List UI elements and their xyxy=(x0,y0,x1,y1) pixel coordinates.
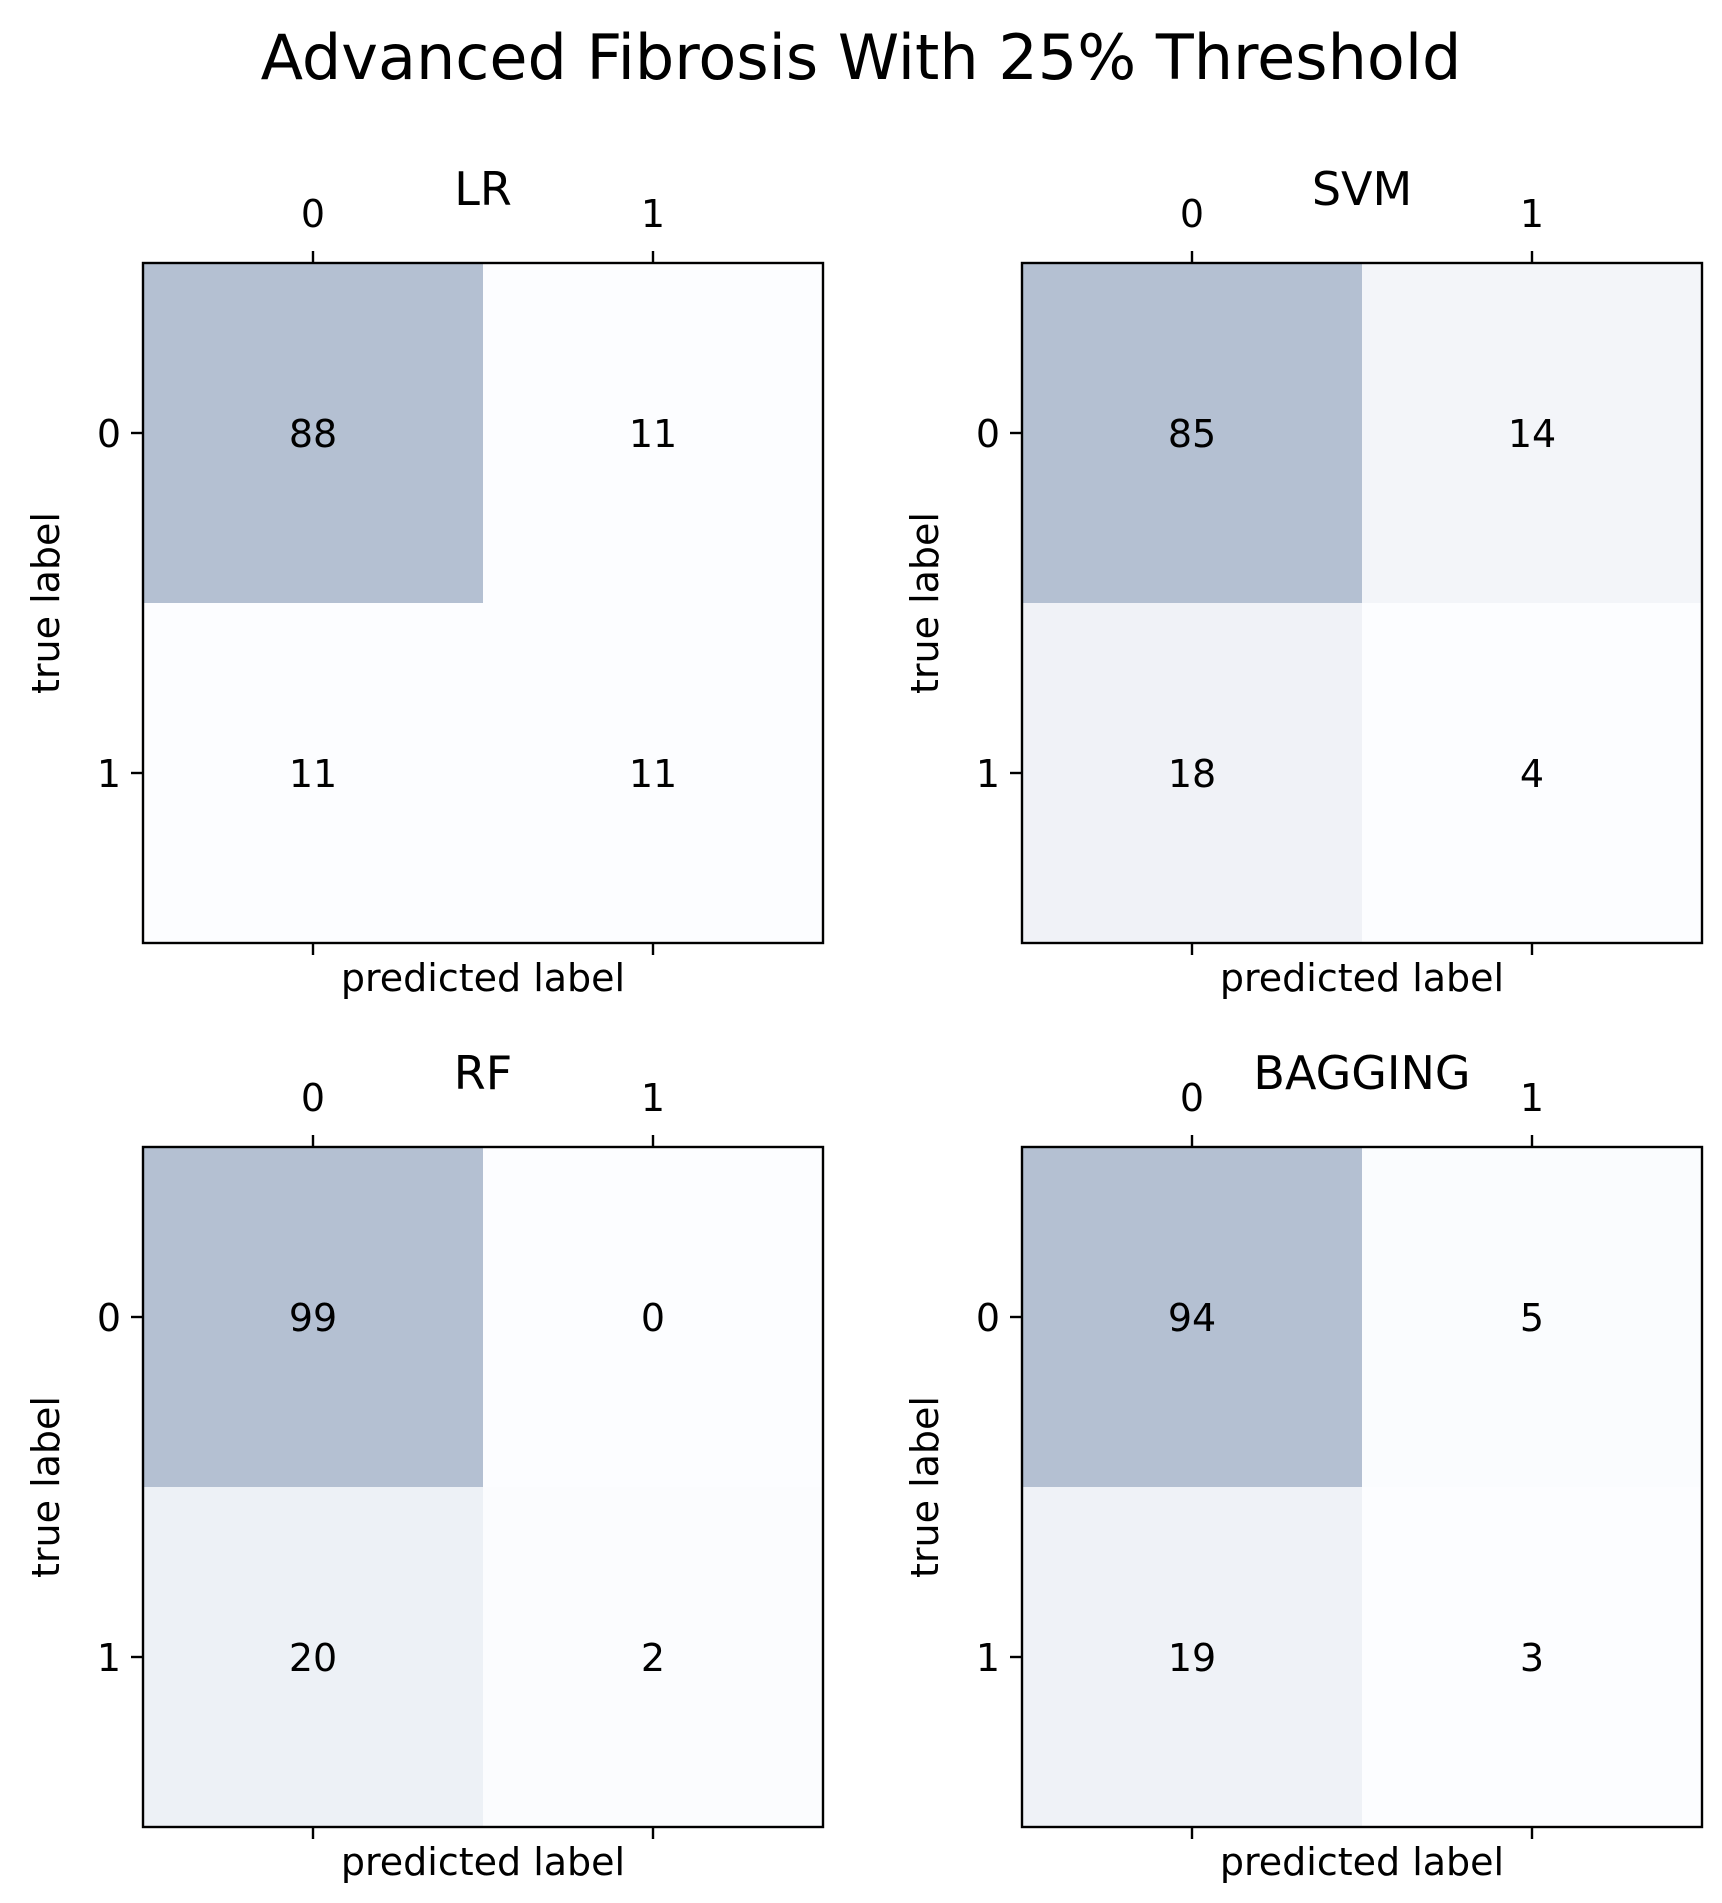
y-tick-label-1: 1 xyxy=(97,752,121,796)
matrix-cell-r1-c0 xyxy=(143,1487,483,1827)
panel-title: BAGGING xyxy=(1253,1046,1470,1100)
x-tick-label-1: 1 xyxy=(1520,192,1544,236)
y-axis-label: true label xyxy=(903,1396,947,1578)
matrix-cell-r1-c0 xyxy=(143,603,483,943)
y-axis-label: true label xyxy=(903,512,947,694)
cell-value-r1-c0: 20 xyxy=(289,1636,337,1680)
matrix-cell-r0-c0 xyxy=(1022,263,1362,603)
cell-value-r0-c0: 85 xyxy=(1168,412,1216,456)
cell-value-r1-c1: 2 xyxy=(641,1636,665,1680)
cell-value-r1-c0: 19 xyxy=(1168,1636,1216,1680)
matrix-cell-r1-c0 xyxy=(1022,1487,1362,1827)
matrix-cell-r1-c1 xyxy=(1362,1487,1702,1827)
axes-frame xyxy=(141,1145,825,1829)
cell-value-r1-c1: 11 xyxy=(629,752,677,796)
y-tick-label-0: 0 xyxy=(97,412,121,456)
x-tick-label-1: 1 xyxy=(641,192,665,236)
cell-value-r0-c1: 0 xyxy=(641,1296,665,1340)
x-axis-label: predicted label xyxy=(1220,956,1504,1000)
matrix-cell-r1-c1 xyxy=(483,1487,823,1827)
x-axis-label: predicted label xyxy=(341,1840,625,1884)
confusion-matrix-lr: 88 11 11 11 0 1 0 1 LR predicted label true label xyxy=(24,162,825,1000)
cell-value-r0-c1: 5 xyxy=(1520,1296,1544,1340)
matrix-cell-r0-c0 xyxy=(143,263,483,603)
panel-title: SVM xyxy=(1312,162,1412,216)
y-tick-label-1: 1 xyxy=(97,1636,121,1680)
cell-value-r0-c0: 99 xyxy=(289,1296,337,1340)
cell-value-r1-c1: 4 xyxy=(1520,752,1544,796)
x-tick-label-0: 0 xyxy=(1180,1076,1204,1120)
figure-title: Advanced Fibrosis With 25% Threshold xyxy=(260,21,1462,94)
x-tick-label-0: 0 xyxy=(301,192,325,236)
matrix-cell-r0-c0 xyxy=(1022,1147,1362,1487)
matrix-cell-r0-c0 xyxy=(143,1147,483,1487)
matrix-cell-r0-c1 xyxy=(483,1147,823,1487)
matrix-cell-r1-c1 xyxy=(483,603,823,943)
axes-frame xyxy=(1020,261,1704,945)
x-tick-label-0: 0 xyxy=(1180,192,1204,236)
axes-frame xyxy=(1020,1145,1704,1829)
matrix-cell-r0-c1 xyxy=(1362,263,1702,603)
matrix-cell-r0-c1 xyxy=(483,263,823,603)
matrix-cell-r1-c0 xyxy=(1022,603,1362,943)
cell-value-r0-c0: 88 xyxy=(289,412,337,456)
axes-frame xyxy=(141,261,825,945)
panel-title: LR xyxy=(454,162,512,216)
matrix-cell-r0-c1 xyxy=(1362,1147,1702,1487)
panel-title: RF xyxy=(454,1046,512,1100)
x-axis-label: predicted label xyxy=(1220,1840,1504,1884)
y-tick-label-1: 1 xyxy=(976,752,1000,796)
y-tick-label-0: 0 xyxy=(976,412,1000,456)
y-tick-label-0: 0 xyxy=(976,1296,1000,1340)
cell-value-r0-c1: 14 xyxy=(1508,412,1556,456)
y-axis-label: true label xyxy=(24,512,68,694)
cell-value-r0-c0: 94 xyxy=(1168,1296,1216,1340)
x-tick-label-1: 1 xyxy=(1520,1076,1544,1120)
y-axis-label: true label xyxy=(24,1396,68,1578)
cell-value-r1-c1: 3 xyxy=(1520,1636,1544,1680)
x-axis-label: predicted label xyxy=(341,956,625,1000)
cell-value-r0-c1: 11 xyxy=(629,412,677,456)
x-tick-label-1: 1 xyxy=(641,1076,665,1120)
cell-value-r1-c0: 11 xyxy=(289,752,337,796)
matrix-cell-r1-c1 xyxy=(1362,603,1702,943)
y-tick-label-0: 0 xyxy=(97,1296,121,1340)
x-tick-label-0: 0 xyxy=(301,1076,325,1120)
cell-value-r1-c0: 18 xyxy=(1168,752,1216,796)
confusion-matrix-bagging: 94 5 19 3 0 1 0 1 BAGGING predicted label true lab… xyxy=(903,1046,1704,1884)
y-tick-label-1: 1 xyxy=(976,1636,1000,1680)
confusion-matrix-svm: 85 14 18 4 0 1 0 1 SVM predicted label true label xyxy=(903,162,1704,1000)
